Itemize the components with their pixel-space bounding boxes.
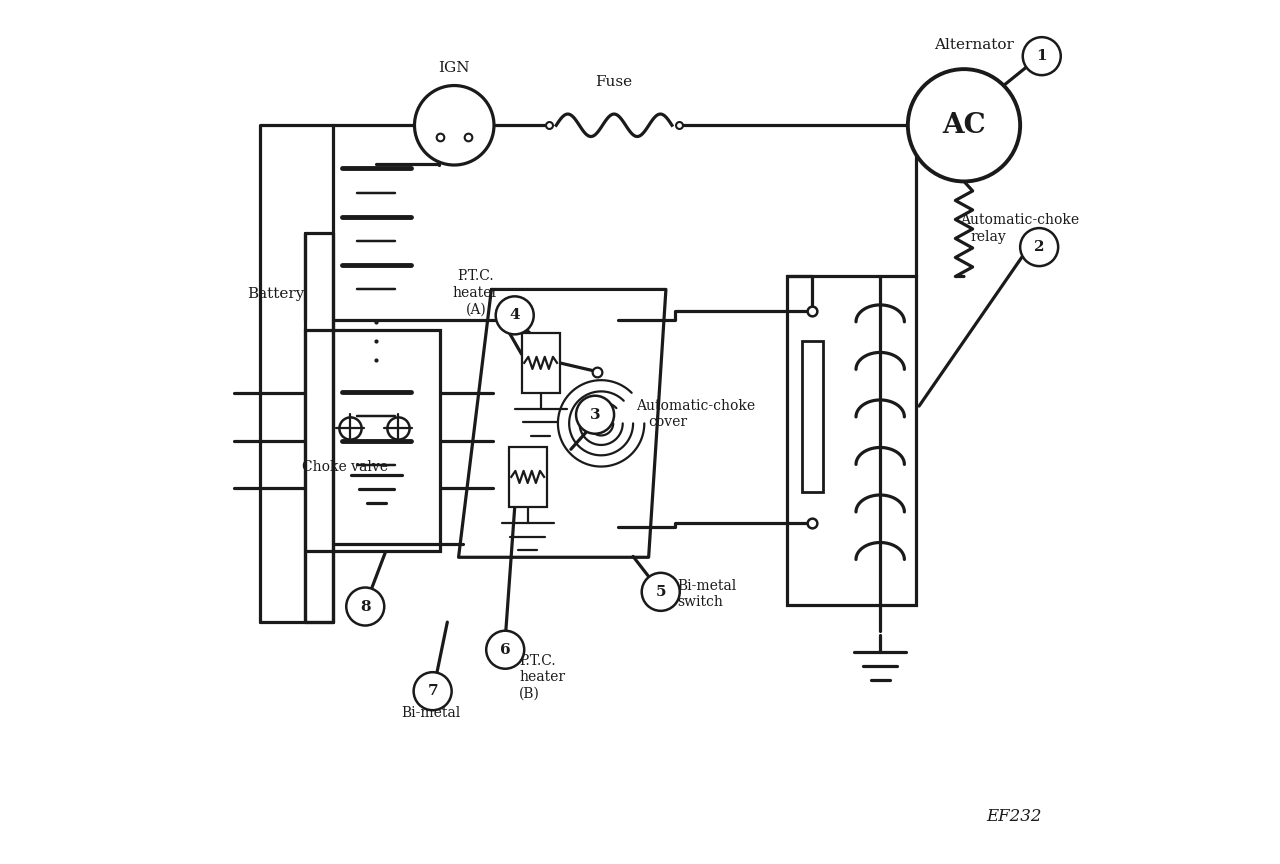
- Circle shape: [1023, 37, 1061, 75]
- Bar: [787, 276, 916, 605]
- Text: P.T.C.: P.T.C.: [457, 270, 494, 283]
- Bar: [522, 333, 559, 393]
- Circle shape: [641, 573, 680, 611]
- Text: Automatic-choke: Automatic-choke: [960, 213, 1079, 227]
- Text: 5: 5: [655, 585, 666, 599]
- Text: Bi-metal: Bi-metal: [677, 579, 736, 593]
- Circle shape: [495, 296, 534, 334]
- Text: 2: 2: [1034, 240, 1044, 254]
- Bar: [305, 330, 439, 551]
- Text: switch: switch: [677, 595, 723, 609]
- Text: Automatic-choke: Automatic-choke: [636, 399, 755, 413]
- Circle shape: [415, 86, 494, 165]
- Text: heater: heater: [453, 286, 499, 300]
- Text: IGN: IGN: [439, 61, 470, 75]
- Circle shape: [486, 631, 525, 669]
- Circle shape: [576, 396, 614, 434]
- Bar: [508, 447, 547, 507]
- Text: Battery: Battery: [247, 287, 305, 301]
- Text: heater: heater: [520, 670, 566, 684]
- Text: (B): (B): [520, 687, 540, 701]
- Circle shape: [346, 588, 384, 626]
- Circle shape: [908, 69, 1020, 181]
- Circle shape: [1020, 228, 1059, 266]
- Polygon shape: [458, 289, 666, 557]
- Text: 1: 1: [1037, 49, 1047, 63]
- Text: 8: 8: [360, 600, 371, 613]
- Text: Bi-metal: Bi-metal: [402, 706, 461, 720]
- Text: cover: cover: [649, 416, 687, 429]
- Circle shape: [413, 672, 452, 710]
- Text: Choke valve: Choke valve: [302, 460, 388, 473]
- Text: Alternator: Alternator: [934, 38, 1014, 52]
- Text: 4: 4: [509, 308, 520, 322]
- Text: 7: 7: [428, 684, 438, 698]
- Text: EF232: EF232: [987, 808, 1042, 825]
- Text: 3: 3: [590, 408, 600, 422]
- Text: AC: AC: [942, 111, 986, 139]
- Text: Fuse: Fuse: [595, 75, 632, 89]
- Text: relay: relay: [970, 230, 1006, 244]
- Text: P.T.C.: P.T.C.: [520, 654, 556, 668]
- Text: (A): (A): [466, 302, 486, 316]
- Bar: [801, 341, 823, 492]
- Text: 6: 6: [500, 643, 511, 657]
